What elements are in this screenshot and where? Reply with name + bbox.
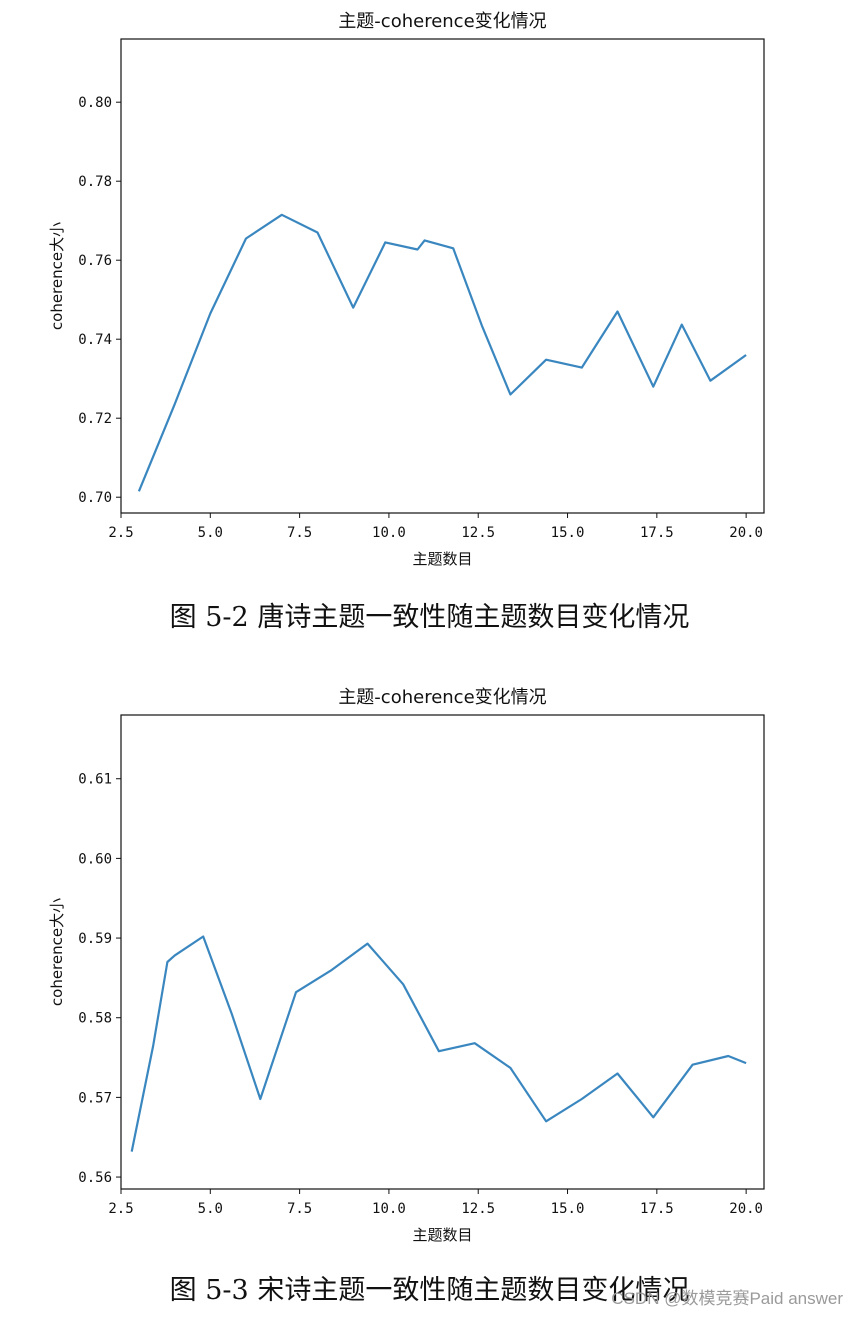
- chart-tang: 主题-coherence变化情况 2.5 5.0 7.5 10.0 12.5 15.0 17.…: [48, 11, 765, 568]
- y-tick-label: 0.56: [78, 1170, 112, 1186]
- x-tick-label: 7.5: [287, 1201, 312, 1217]
- plot-frame: [120, 38, 765, 514]
- y-tick-label: 0.59: [78, 931, 112, 947]
- x-axis-label: 主题数目: [412, 550, 472, 568]
- x-tick-label: 10.0: [372, 1201, 406, 1217]
- y-tick-label: 0.72: [78, 411, 112, 427]
- x-tick-label: 15.0: [551, 1201, 585, 1217]
- x-tick-label: 2.5: [108, 1201, 133, 1217]
- x-tick-label: 5.0: [198, 525, 223, 541]
- y-tick-label: 0.78: [78, 174, 112, 190]
- figure-song: 主题-coherence变化情况 2.5 5.0 7.5 10.0 12.5 15.0 17.…: [0, 676, 859, 1316]
- x-tick-label: 12.5: [461, 1201, 495, 1217]
- watermark: CSDN @数模竞赛Paid answer: [611, 1289, 843, 1308]
- x-axis-label: 主题数目: [412, 1226, 472, 1244]
- x-tick-label: 2.5: [108, 525, 133, 541]
- y-tick-label: 0.80: [78, 95, 112, 111]
- series-line: [137, 213, 747, 492]
- chart-title: 主题-coherence变化情况: [338, 687, 546, 708]
- x-tick-label: 20.0: [729, 1201, 763, 1217]
- plot-frame: [120, 714, 765, 1190]
- y-tick-label: 0.60: [78, 851, 112, 867]
- x-tick-label: 17.5: [640, 525, 674, 541]
- x-tick-label: 12.5: [461, 525, 495, 541]
- figure-tang: 主题-coherence变化情况 2.5 5.0 7.5 10.0 12.5 15.0 17.…: [0, 0, 859, 640]
- y-tick-label: 0.76: [78, 253, 112, 269]
- chart-title: 主题-coherence变化情况: [338, 11, 546, 32]
- series-line: [130, 935, 747, 1152]
- x-tick-label: 5.0: [198, 1201, 223, 1217]
- y-axis-label: coherence大小: [48, 898, 66, 1006]
- x-tick-label: 17.5: [640, 1201, 674, 1217]
- y-tick-label: 0.57: [78, 1090, 112, 1106]
- x-tick-label: 20.0: [729, 525, 763, 541]
- x-tick-label: 7.5: [287, 525, 312, 541]
- x-tick-label: 15.0: [551, 525, 585, 541]
- caption-song: 图 5-3 宋诗主题一致性随主题数目变化情况: [169, 1275, 690, 1306]
- y-tick-label: 0.70: [78, 490, 112, 506]
- x-tick-label: 10.0: [372, 525, 406, 541]
- y-tick-label: 0.61: [78, 772, 112, 788]
- y-tick-label: 0.58: [78, 1011, 112, 1027]
- y-tick-label: 0.74: [78, 332, 112, 348]
- y-axis-label: coherence大小: [48, 222, 66, 330]
- caption-tang: 图 5-2 唐诗主题一致性随主题数目变化情况: [169, 602, 690, 633]
- chart-song: 主题-coherence变化情况 2.5 5.0 7.5 10.0 12.5 15.0 17.…: [48, 687, 765, 1244]
